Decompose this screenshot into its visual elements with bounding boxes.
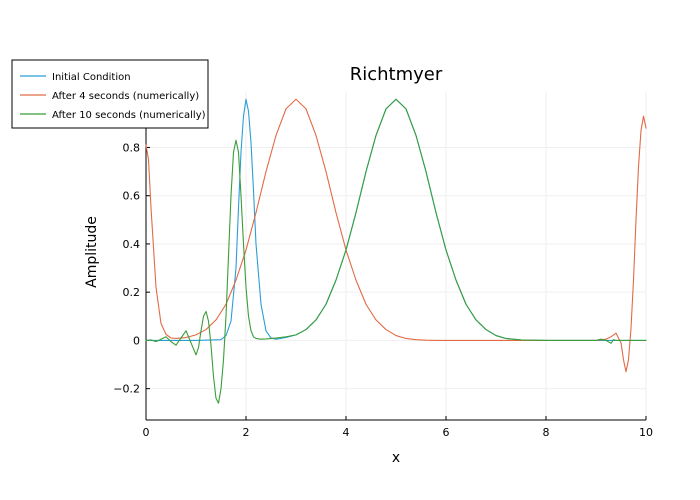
legend-label-3: After 10 seconds (numerically) [52,110,206,121]
legend-label-1: Initial Condition [52,72,131,83]
axes [145,92,646,421]
legend: Initial Condition After 4 seconds (numeri… [11,59,209,129]
y-tick-label: 0.6 [123,190,141,203]
legend-box [11,59,209,129]
y-tick-label: 0 [133,334,140,347]
grid [145,92,647,420]
series-line-3 [145,98,647,404]
x-axis-label: x [392,450,400,466]
y-tick-label: 0.2 [123,286,141,299]
y-tick-label: 0.8 [123,141,141,154]
x-tick-label: 10 [639,426,653,439]
y-tick-label: −0.2 [113,383,140,396]
y-axis-label: Amplitude [84,216,100,288]
legend-label-2: After 4 seconds (numerically) [52,91,199,102]
y-tick-label: 0.4 [123,238,141,251]
x-tick-label: 8 [543,426,550,439]
x-tick-label: 4 [343,426,350,439]
series-line-1 [145,98,647,341]
ticks: 0 2 4 6 8 10 −0.2 0 0.2 0.4 0.6 0.8 [113,141,653,439]
chart-title: Richtmyer [350,64,443,85]
series-lines [145,98,647,404]
x-tick-label: 6 [443,426,450,439]
x-tick-label: 2 [243,426,250,439]
series-line-2 [145,98,647,373]
x-tick-label: 0 [143,426,150,439]
